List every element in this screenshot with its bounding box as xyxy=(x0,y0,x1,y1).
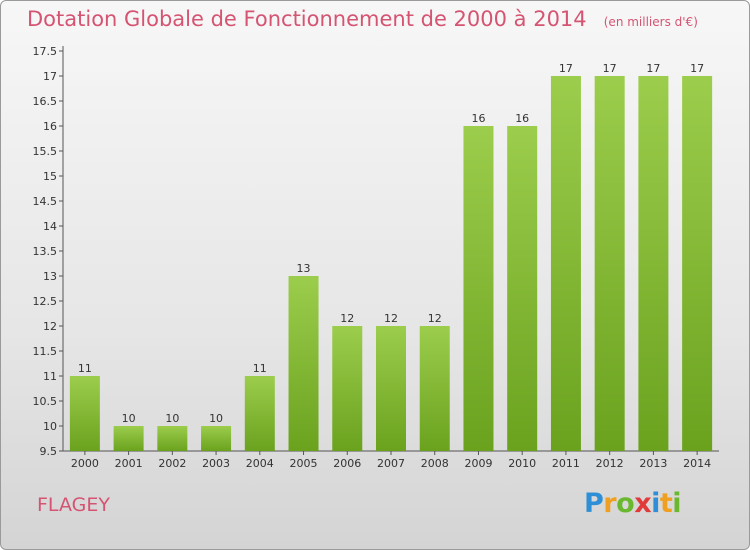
y-tick-label: 15 xyxy=(43,170,57,183)
data-label: 12 xyxy=(384,312,398,325)
y-tick-label: 17.5 xyxy=(33,45,58,58)
bar-2009 xyxy=(463,126,494,451)
x-tick-label: 2005 xyxy=(290,457,318,470)
data-label: 12 xyxy=(340,312,354,325)
y-tick-label: 14 xyxy=(43,220,57,233)
bar-2000 xyxy=(69,376,100,451)
x-tick-label: 2006 xyxy=(333,457,361,470)
data-label: 17 xyxy=(690,62,704,75)
y-tick-label: 16 xyxy=(43,120,57,133)
bar-2010 xyxy=(507,126,538,451)
x-tick-label: 2001 xyxy=(115,457,143,470)
logo-letter: i xyxy=(672,488,682,519)
x-tick-label: 2012 xyxy=(596,457,624,470)
data-label: 12 xyxy=(428,312,442,325)
y-tick-label: 10.5 xyxy=(33,395,58,408)
bar-2006 xyxy=(332,326,363,451)
y-tick-label: 15.5 xyxy=(33,145,58,158)
y-tick-label: 9.5 xyxy=(40,445,58,458)
x-tick-label: 2000 xyxy=(71,457,99,470)
data-label: 17 xyxy=(603,62,617,75)
y-tick-label: 13 xyxy=(43,270,57,283)
data-label: 17 xyxy=(559,62,573,75)
logo-letter: x xyxy=(634,488,652,519)
y-tick-label: 10 xyxy=(43,420,57,433)
x-tick-label: 2014 xyxy=(683,457,711,470)
bar-2005 xyxy=(288,276,319,451)
title-unit: (en milliers d'€) xyxy=(603,15,698,29)
y-tick-label: 11 xyxy=(43,370,57,383)
data-label: 11 xyxy=(78,362,92,375)
x-tick-label: 2013 xyxy=(639,457,667,470)
bar-2004 xyxy=(244,376,275,451)
data-label: 17 xyxy=(646,62,660,75)
commune-name: FLAGEY xyxy=(37,494,110,516)
data-label: 16 xyxy=(471,112,485,125)
bar-2003 xyxy=(201,426,232,451)
logo-letter: P xyxy=(584,488,604,519)
data-label: 11 xyxy=(253,362,267,375)
data-label: 13 xyxy=(297,262,311,275)
bar-2001 xyxy=(113,426,144,451)
x-tick-label: 2004 xyxy=(246,457,274,470)
y-tick-label: 17 xyxy=(43,70,57,83)
data-label: 10 xyxy=(209,412,223,425)
bar-2002 xyxy=(157,426,188,451)
x-tick-label: 2011 xyxy=(552,457,580,470)
bar-2014 xyxy=(682,76,713,451)
title-main: Dotation Globale de Fonctionnement de 20… xyxy=(27,7,587,31)
logo-letter: o xyxy=(616,488,635,519)
bar-2013 xyxy=(638,76,669,451)
logo-letter: r xyxy=(603,488,617,519)
chart-title: Dotation Globale de Fonctionnement de 20… xyxy=(27,7,698,31)
data-label: 10 xyxy=(165,412,179,425)
x-tick-label: 2003 xyxy=(202,457,230,470)
x-tick-label: 2010 xyxy=(508,457,536,470)
y-tick-label: 12 xyxy=(43,320,57,333)
y-tick-label: 14.5 xyxy=(33,195,58,208)
proxiti-logo: Proxiti xyxy=(584,488,682,519)
logo-letter: i xyxy=(651,488,660,519)
data-label: 10 xyxy=(122,412,136,425)
y-tick-label: 13.5 xyxy=(33,245,58,258)
logo-letter: t xyxy=(659,488,673,519)
bar-2012 xyxy=(594,76,625,451)
y-tick-label: 11.5 xyxy=(33,345,58,358)
bar-2007 xyxy=(376,326,406,451)
data-label: 16 xyxy=(515,112,529,125)
x-tick-label: 2009 xyxy=(464,457,492,470)
y-tick-label: 12.5 xyxy=(33,295,58,308)
x-tick-label: 2002 xyxy=(158,457,186,470)
x-tick-label: 2007 xyxy=(377,457,405,470)
bar-2011 xyxy=(550,76,581,451)
x-tick-label: 2008 xyxy=(421,457,449,470)
bar-2008 xyxy=(419,326,450,451)
y-tick-label: 16.5 xyxy=(33,95,58,108)
